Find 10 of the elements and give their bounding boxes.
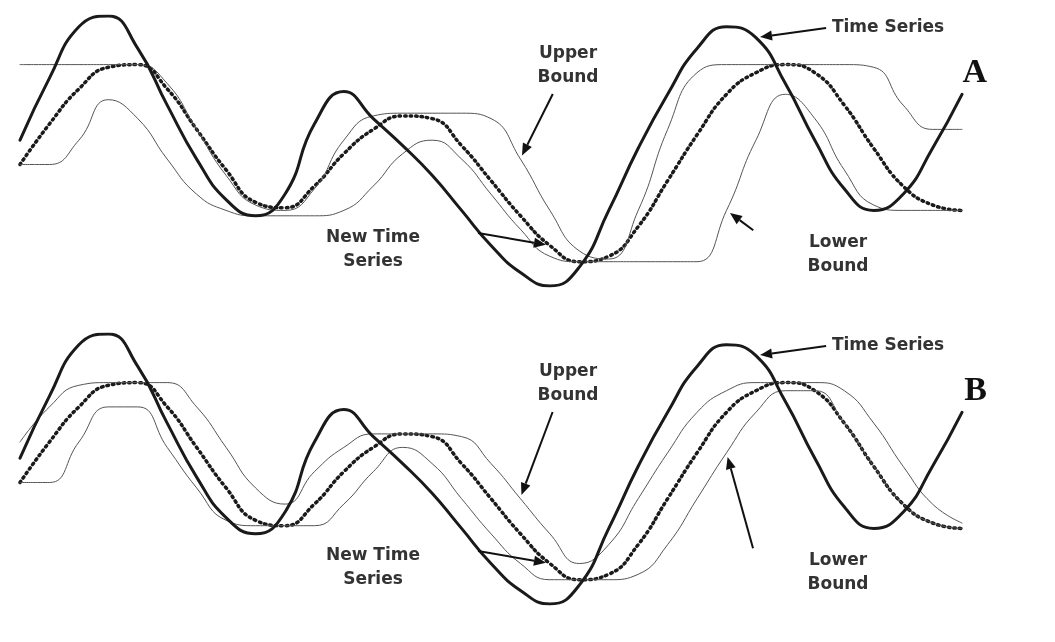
annotation: Time Series xyxy=(831,334,945,354)
annotation: Lower Bound xyxy=(807,549,869,593)
text: B xyxy=(964,369,988,407)
annotation: Lower Bound xyxy=(807,231,869,275)
annotation: Time Series xyxy=(831,16,945,36)
annotation: Upper Bound xyxy=(537,42,599,86)
text: A xyxy=(962,51,988,89)
annotation: New Time Series xyxy=(325,544,421,588)
annotation: Upper Bound xyxy=(537,360,599,404)
annotation: New Time Series xyxy=(325,226,421,270)
